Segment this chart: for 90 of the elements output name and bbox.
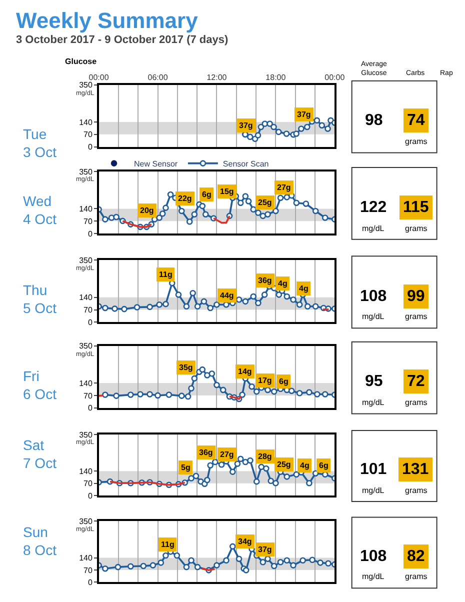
y-tick-label: 0 [88,142,93,152]
text: Weekly Summary [16,8,199,33]
y-tick-label: 140 [79,204,93,214]
annotation: 6g [202,190,212,199]
y-tick-label: 0 [88,318,93,327]
x-tick-label: 00:00 [324,72,346,82]
data-label: 122 [360,199,387,216]
y-tick-label: 350 [79,80,93,90]
annotation: 4g [299,284,308,293]
x-tick-label: 12:00 [206,72,228,82]
category-label: grams [405,224,428,233]
annotation: 14g [238,367,252,376]
text: Sat 7 Oct [23,437,57,472]
data-label: 98 [365,112,383,129]
y-tick-label: 70 [84,216,93,226]
annotation: 36g [258,276,272,285]
annotation: 11g [159,270,172,279]
annotation: 34g [238,537,252,546]
category-label: grams [405,572,428,581]
y-tick-label: 70 [84,130,93,140]
text: 3 October 2017 - 9 October 2017 (7 days) [16,34,228,46]
data-label: 82 [407,548,425,565]
x-tick-label: 06:00 [148,72,168,82]
annotation: 17g [258,376,272,385]
annotation: 4g [300,461,310,470]
text: Thu 5 Oct [23,282,57,316]
category-label: mg/dL [362,572,385,581]
annotation: 6g [279,377,288,386]
y-tick-label: 140 [79,118,93,127]
data-label: 131 [402,461,429,478]
y-tick-label: 350 [79,516,93,526]
y-tick-label: 0 [88,578,93,588]
x-tick-label: 18:00 [266,72,286,82]
category-label: grams [405,398,428,407]
data-label: 95 [365,373,383,390]
category-label: grams [405,137,428,146]
annotation: 27g [220,450,234,459]
data-label: 108 [360,288,387,305]
data-label: 72 [407,373,425,390]
y-tick-label: 70 [84,306,93,315]
y-tick-label: 70 [84,566,93,575]
y-tick-label: 140 [79,293,93,302]
category-label: grams [405,312,428,321]
annotation: 37g [239,121,253,130]
annotation: 35g [179,363,193,372]
y-tick-label: 70 [84,479,93,488]
text: Wed 4 Oct [23,193,57,228]
y-tick-label: 140 [79,378,93,388]
annotation: 25g [277,460,291,469]
y-tick-label: 0 [88,404,93,413]
y-tick-label: 0 [88,491,93,500]
data-label: 101 [360,461,387,478]
annotation: 5g [181,463,190,472]
text: Tue 3 Oct [23,126,57,160]
annotation: 6g [319,461,328,470]
category-label: mg/dL [362,398,385,407]
y-tick-label: 140 [79,466,93,476]
annotation: 37g [258,545,272,554]
annotation: 4g [278,279,288,288]
annotation: 44g [220,291,234,300]
text: Fri 6 Oct [23,368,57,402]
y-tick-label: 350 [79,256,93,265]
category-label: mg/dL [362,486,385,495]
annotation: 27g [277,183,291,192]
annotation: 15g [220,187,234,196]
y-tick-label: 350 [79,430,93,440]
data-label: 74 [407,112,425,129]
annotation: 20g [140,206,154,215]
category-label: grams [405,486,428,495]
annotation: 28g [258,452,272,461]
y-tick-label: 350 [79,342,93,351]
x-tick-label: 00:00 [88,72,110,82]
data-label: 115 [403,199,429,216]
annotation: 25g [258,198,272,207]
annotation: 11g [161,540,174,549]
y-tick-label: 70 [84,391,93,400]
y-tick-label: 0 [88,229,93,238]
annotation: 37g [297,110,311,119]
category-label: mg/dL [362,312,385,321]
text: Sun 8 Oct [23,524,57,558]
annotation: 22g [178,194,192,203]
text: Glucose [65,57,98,66]
category-label: mg/dL [362,224,385,233]
annotation: 36g [199,448,213,457]
data-label: 99 [407,288,425,305]
y-tick-label: 350 [79,167,93,176]
legend-label: New Sensor [134,159,178,168]
y-tick-label: 140 [79,554,93,563]
legend-label: Sensor Scan [222,159,269,168]
data-label: 108 [360,548,387,565]
